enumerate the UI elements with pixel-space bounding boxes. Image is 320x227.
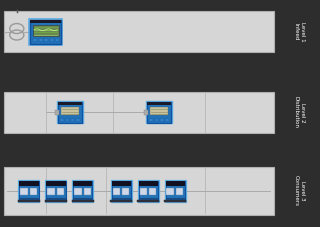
- Bar: [55, 110, 59, 115]
- Bar: [149, 119, 153, 121]
- Bar: [165, 119, 169, 121]
- Bar: [139, 198, 158, 200]
- Bar: [46, 181, 66, 200]
- Bar: [47, 188, 54, 195]
- Bar: [164, 200, 186, 202]
- Bar: [76, 119, 80, 121]
- Bar: [45, 200, 67, 202]
- Bar: [44, 39, 48, 41]
- Bar: [165, 181, 185, 186]
- Bar: [30, 20, 61, 23]
- Bar: [155, 119, 158, 121]
- Bar: [30, 188, 37, 195]
- Bar: [112, 198, 131, 200]
- Bar: [55, 39, 59, 41]
- Bar: [150, 107, 168, 115]
- Bar: [66, 119, 69, 121]
- Bar: [110, 200, 132, 202]
- Bar: [4, 167, 274, 215]
- FancyBboxPatch shape: [30, 20, 61, 44]
- Bar: [46, 181, 66, 186]
- Bar: [144, 110, 148, 115]
- Bar: [112, 181, 131, 200]
- Bar: [4, 92, 274, 133]
- Bar: [58, 102, 82, 105]
- Bar: [39, 39, 43, 41]
- Bar: [139, 181, 158, 186]
- Bar: [61, 107, 79, 115]
- Bar: [176, 188, 183, 195]
- Bar: [165, 198, 185, 200]
- Bar: [57, 188, 64, 195]
- Bar: [19, 198, 38, 200]
- Bar: [73, 198, 92, 200]
- Bar: [113, 188, 120, 195]
- Bar: [73, 181, 92, 200]
- Text: Level 3
Consumers: Level 3 Consumers: [294, 175, 305, 206]
- Bar: [166, 188, 174, 195]
- Bar: [137, 200, 159, 202]
- Bar: [50, 39, 54, 41]
- FancyBboxPatch shape: [147, 102, 171, 123]
- Bar: [20, 188, 28, 195]
- Bar: [4, 11, 274, 52]
- Bar: [139, 181, 158, 200]
- Bar: [19, 181, 38, 200]
- Bar: [60, 119, 64, 121]
- Bar: [34, 39, 37, 41]
- Text: Level 1
Infeed: Level 1 Infeed: [294, 22, 305, 42]
- Bar: [122, 188, 130, 195]
- Bar: [73, 181, 92, 186]
- Bar: [165, 181, 185, 200]
- FancyBboxPatch shape: [33, 25, 59, 36]
- FancyBboxPatch shape: [58, 102, 82, 123]
- Bar: [149, 188, 156, 195]
- Text: Level 2
Distribution: Level 2 Distribution: [294, 96, 305, 128]
- Bar: [140, 188, 147, 195]
- Bar: [18, 200, 40, 202]
- Bar: [19, 181, 38, 186]
- Bar: [112, 181, 131, 186]
- Bar: [71, 119, 75, 121]
- Bar: [147, 102, 171, 105]
- Bar: [84, 188, 91, 195]
- Bar: [160, 119, 164, 121]
- Bar: [74, 188, 82, 195]
- Bar: [46, 198, 66, 200]
- Bar: [72, 200, 94, 202]
